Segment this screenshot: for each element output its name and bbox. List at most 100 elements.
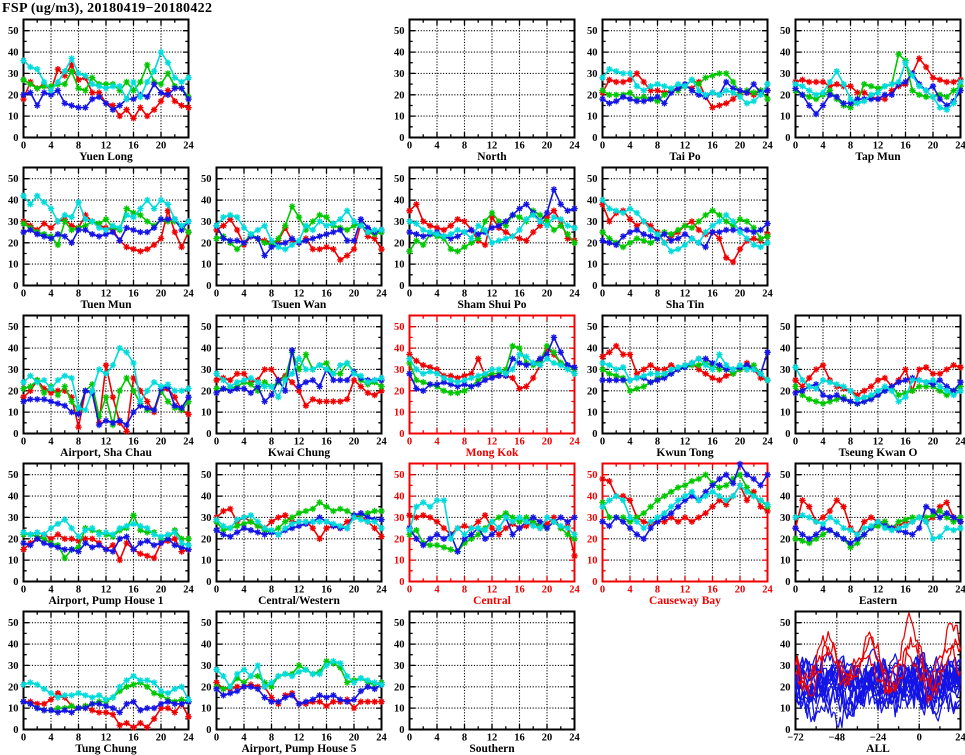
svg-text:10: 10 bbox=[587, 556, 598, 567]
svg-text:10: 10 bbox=[8, 556, 19, 567]
svg-text:12: 12 bbox=[487, 733, 498, 744]
svg-text:20: 20 bbox=[349, 437, 360, 448]
svg-text:4: 4 bbox=[434, 733, 440, 744]
svg-text:40: 40 bbox=[201, 640, 212, 651]
svg-text:20: 20 bbox=[542, 289, 553, 300]
svg-text:50: 50 bbox=[8, 26, 19, 37]
svg-text:10: 10 bbox=[8, 408, 19, 419]
svg-text:50: 50 bbox=[394, 174, 405, 185]
svg-text:20: 20 bbox=[735, 289, 746, 300]
svg-text:30: 30 bbox=[201, 513, 212, 524]
svg-text:Tuen Mun: Tuen Mun bbox=[80, 299, 132, 311]
svg-text:10: 10 bbox=[394, 704, 405, 715]
svg-text:Tai Po: Tai Po bbox=[669, 151, 700, 163]
svg-text:24: 24 bbox=[762, 289, 773, 300]
svg-text:40: 40 bbox=[8, 48, 19, 59]
svg-text:20: 20 bbox=[394, 682, 405, 693]
svg-text:0: 0 bbox=[206, 429, 211, 440]
svg-text:Central: Central bbox=[473, 595, 511, 607]
svg-text:10: 10 bbox=[394, 556, 405, 567]
svg-text:10: 10 bbox=[780, 408, 791, 419]
svg-text:0: 0 bbox=[785, 133, 790, 144]
svg-text:50: 50 bbox=[8, 618, 19, 629]
svg-text:Airport, Pump House 1: Airport, Pump House 1 bbox=[49, 595, 164, 607]
svg-text:0: 0 bbox=[214, 437, 219, 448]
svg-text:40: 40 bbox=[394, 640, 405, 651]
svg-text:50: 50 bbox=[587, 26, 598, 37]
svg-text:12: 12 bbox=[487, 585, 498, 596]
svg-text:30: 30 bbox=[8, 513, 19, 524]
svg-text:20: 20 bbox=[542, 437, 553, 448]
svg-text:50: 50 bbox=[201, 322, 212, 333]
svg-text:8: 8 bbox=[269, 733, 274, 744]
svg-text:16: 16 bbox=[900, 585, 911, 596]
svg-text:20: 20 bbox=[394, 386, 405, 397]
svg-text:−72: −72 bbox=[787, 733, 803, 744]
svg-text:50: 50 bbox=[201, 470, 212, 481]
svg-text:8: 8 bbox=[462, 141, 467, 152]
svg-text:4: 4 bbox=[434, 437, 440, 448]
svg-text:0: 0 bbox=[592, 429, 597, 440]
svg-text:20: 20 bbox=[349, 733, 360, 744]
svg-text:0: 0 bbox=[785, 725, 790, 736]
svg-text:16: 16 bbox=[514, 437, 525, 448]
svg-text:8: 8 bbox=[655, 585, 660, 596]
svg-text:40: 40 bbox=[394, 492, 405, 503]
svg-text:ALL: ALL bbox=[866, 743, 890, 755]
svg-text:4: 4 bbox=[820, 585, 826, 596]
svg-text:50: 50 bbox=[587, 174, 598, 185]
svg-text:10: 10 bbox=[780, 112, 791, 123]
svg-text:0: 0 bbox=[21, 437, 26, 448]
svg-text:0: 0 bbox=[785, 429, 790, 440]
svg-text:50: 50 bbox=[8, 470, 19, 481]
svg-text:20: 20 bbox=[394, 90, 405, 101]
svg-text:24: 24 bbox=[955, 585, 965, 596]
svg-text:20: 20 bbox=[587, 90, 598, 101]
svg-text:50: 50 bbox=[394, 618, 405, 629]
svg-text:12: 12 bbox=[294, 437, 305, 448]
svg-text:50: 50 bbox=[201, 174, 212, 185]
svg-text:12: 12 bbox=[101, 437, 112, 448]
svg-text:24: 24 bbox=[762, 141, 773, 152]
svg-text:10: 10 bbox=[587, 112, 598, 123]
svg-text:20: 20 bbox=[394, 534, 405, 545]
svg-text:24: 24 bbox=[955, 733, 965, 744]
svg-text:12: 12 bbox=[294, 289, 305, 300]
svg-text:30: 30 bbox=[394, 217, 405, 228]
svg-text:8: 8 bbox=[655, 289, 660, 300]
svg-text:30: 30 bbox=[780, 513, 791, 524]
svg-text:20: 20 bbox=[542, 733, 553, 744]
svg-text:10: 10 bbox=[8, 260, 19, 271]
svg-text:16: 16 bbox=[514, 289, 525, 300]
svg-text:50: 50 bbox=[587, 322, 598, 333]
svg-text:12: 12 bbox=[873, 437, 884, 448]
svg-text:30: 30 bbox=[394, 661, 405, 672]
svg-text:20: 20 bbox=[735, 141, 746, 152]
svg-text:24: 24 bbox=[569, 733, 580, 744]
svg-text:8: 8 bbox=[76, 437, 81, 448]
svg-text:8: 8 bbox=[269, 289, 274, 300]
svg-text:40: 40 bbox=[780, 344, 791, 355]
svg-text:0: 0 bbox=[214, 585, 219, 596]
svg-text:10: 10 bbox=[780, 704, 791, 715]
svg-text:20: 20 bbox=[780, 90, 791, 101]
svg-text:Kwun Tong: Kwun Tong bbox=[656, 447, 713, 459]
svg-text:20: 20 bbox=[587, 386, 598, 397]
svg-text:4: 4 bbox=[241, 437, 247, 448]
svg-text:24: 24 bbox=[955, 141, 965, 152]
svg-text:0: 0 bbox=[214, 733, 219, 744]
svg-text:24: 24 bbox=[183, 437, 194, 448]
svg-text:30: 30 bbox=[394, 513, 405, 524]
svg-text:10: 10 bbox=[201, 556, 212, 567]
svg-text:Kwai Chung: Kwai Chung bbox=[268, 447, 331, 459]
svg-text:12: 12 bbox=[101, 585, 112, 596]
svg-text:0: 0 bbox=[13, 133, 18, 144]
svg-text:8: 8 bbox=[462, 733, 467, 744]
svg-text:40: 40 bbox=[780, 48, 791, 59]
svg-text:0: 0 bbox=[600, 585, 605, 596]
svg-text:40: 40 bbox=[8, 344, 19, 355]
svg-text:0: 0 bbox=[21, 289, 26, 300]
svg-text:24: 24 bbox=[183, 289, 194, 300]
svg-text:30: 30 bbox=[394, 69, 405, 80]
svg-text:4: 4 bbox=[627, 289, 633, 300]
